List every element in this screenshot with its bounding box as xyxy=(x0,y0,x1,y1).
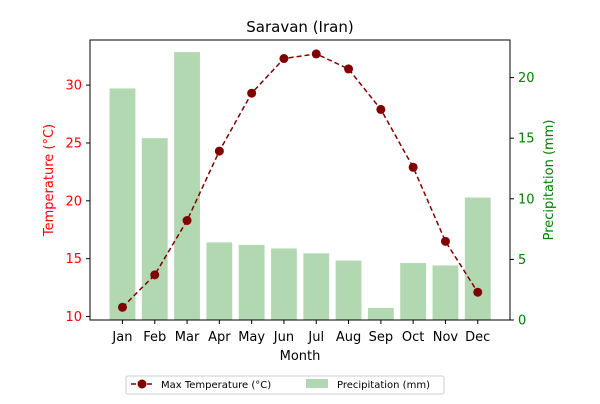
y-left-tick-label: 10 xyxy=(65,310,82,325)
x-axis-label: Month xyxy=(280,349,321,364)
chart-title: Saravan (Iran) xyxy=(246,18,353,36)
temperature-point xyxy=(376,104,386,114)
x-tick-label: Jan xyxy=(111,330,132,345)
x-tick-label: Nov xyxy=(433,330,459,345)
x-tick-label: Dec xyxy=(465,330,490,345)
temperature-point xyxy=(247,88,257,98)
y-right-tick-label: 0 xyxy=(518,314,526,329)
precipitation-bar xyxy=(238,244,265,320)
y-axis-left-label: Temperature (°C) xyxy=(42,124,57,237)
temperature-point xyxy=(344,64,354,74)
y-axis-right-label: Precipitation (mm) xyxy=(542,120,557,241)
temperature-point xyxy=(182,215,192,225)
x-tick-label: Apr xyxy=(208,330,231,345)
temperature-point xyxy=(408,162,418,172)
temperature-point xyxy=(279,54,289,64)
y-right-tick-label: 10 xyxy=(518,192,535,207)
precipitation-bar xyxy=(174,52,200,320)
y-left-tick-label: 20 xyxy=(65,194,82,209)
axes: Jan Feb Mar Apr May Jun Jul Aug Sep Oct Nov Dec 10 15… xyxy=(65,39,535,345)
x-tick-label: Jul xyxy=(307,330,324,345)
precipitation-bar xyxy=(464,197,491,320)
temperature-point xyxy=(214,146,224,156)
y-left-tick-label: 25 xyxy=(65,136,82,151)
x-tick-label: Oct xyxy=(402,330,424,345)
precipitation-bars xyxy=(109,52,491,320)
y-right-tick-label: 20 xyxy=(518,71,535,86)
precipitation-bar xyxy=(109,88,136,320)
legend-box xyxy=(125,375,445,395)
legend: Max Temperature (°C) Precipitation (mm) xyxy=(125,375,445,395)
precipitation-bar xyxy=(335,260,362,320)
precipitation-bar xyxy=(141,138,168,320)
temperature-line-path xyxy=(121,53,479,308)
precipitation-bar xyxy=(367,307,394,320)
temperature-point xyxy=(440,236,450,246)
temperature-point xyxy=(150,270,160,280)
legend-label-precipitation: Precipitation (mm) xyxy=(337,380,430,391)
y-right-tick-label: 5 xyxy=(518,253,526,268)
x-tick-label: Sep xyxy=(369,330,394,345)
precipitation-bar xyxy=(206,242,233,320)
y-left-tick-label: 15 xyxy=(65,252,82,267)
precipitation-bar xyxy=(271,248,297,320)
y-left-tick-label: 30 xyxy=(65,79,82,94)
precipitation-bar xyxy=(303,253,330,320)
precipitation-bar xyxy=(400,263,427,320)
temperature-point xyxy=(311,49,321,59)
legend-bar-swatch xyxy=(306,379,328,388)
x-tick-label: May xyxy=(238,330,265,345)
legend-line-marker xyxy=(137,379,147,389)
x-tick-label: Aug xyxy=(336,330,361,345)
temperature-point xyxy=(117,302,127,312)
precipitation-bar xyxy=(432,265,459,320)
y-right-tick-label: 15 xyxy=(518,132,535,147)
temperature-line xyxy=(117,49,483,312)
x-tick-label: Feb xyxy=(143,330,166,345)
x-tick-label: Mar xyxy=(175,330,200,345)
temperature-point xyxy=(473,287,483,297)
legend-label-temperature: Max Temperature (°C) xyxy=(161,380,271,391)
plot-frame xyxy=(89,39,511,321)
x-tick-label: Jun xyxy=(273,330,294,345)
